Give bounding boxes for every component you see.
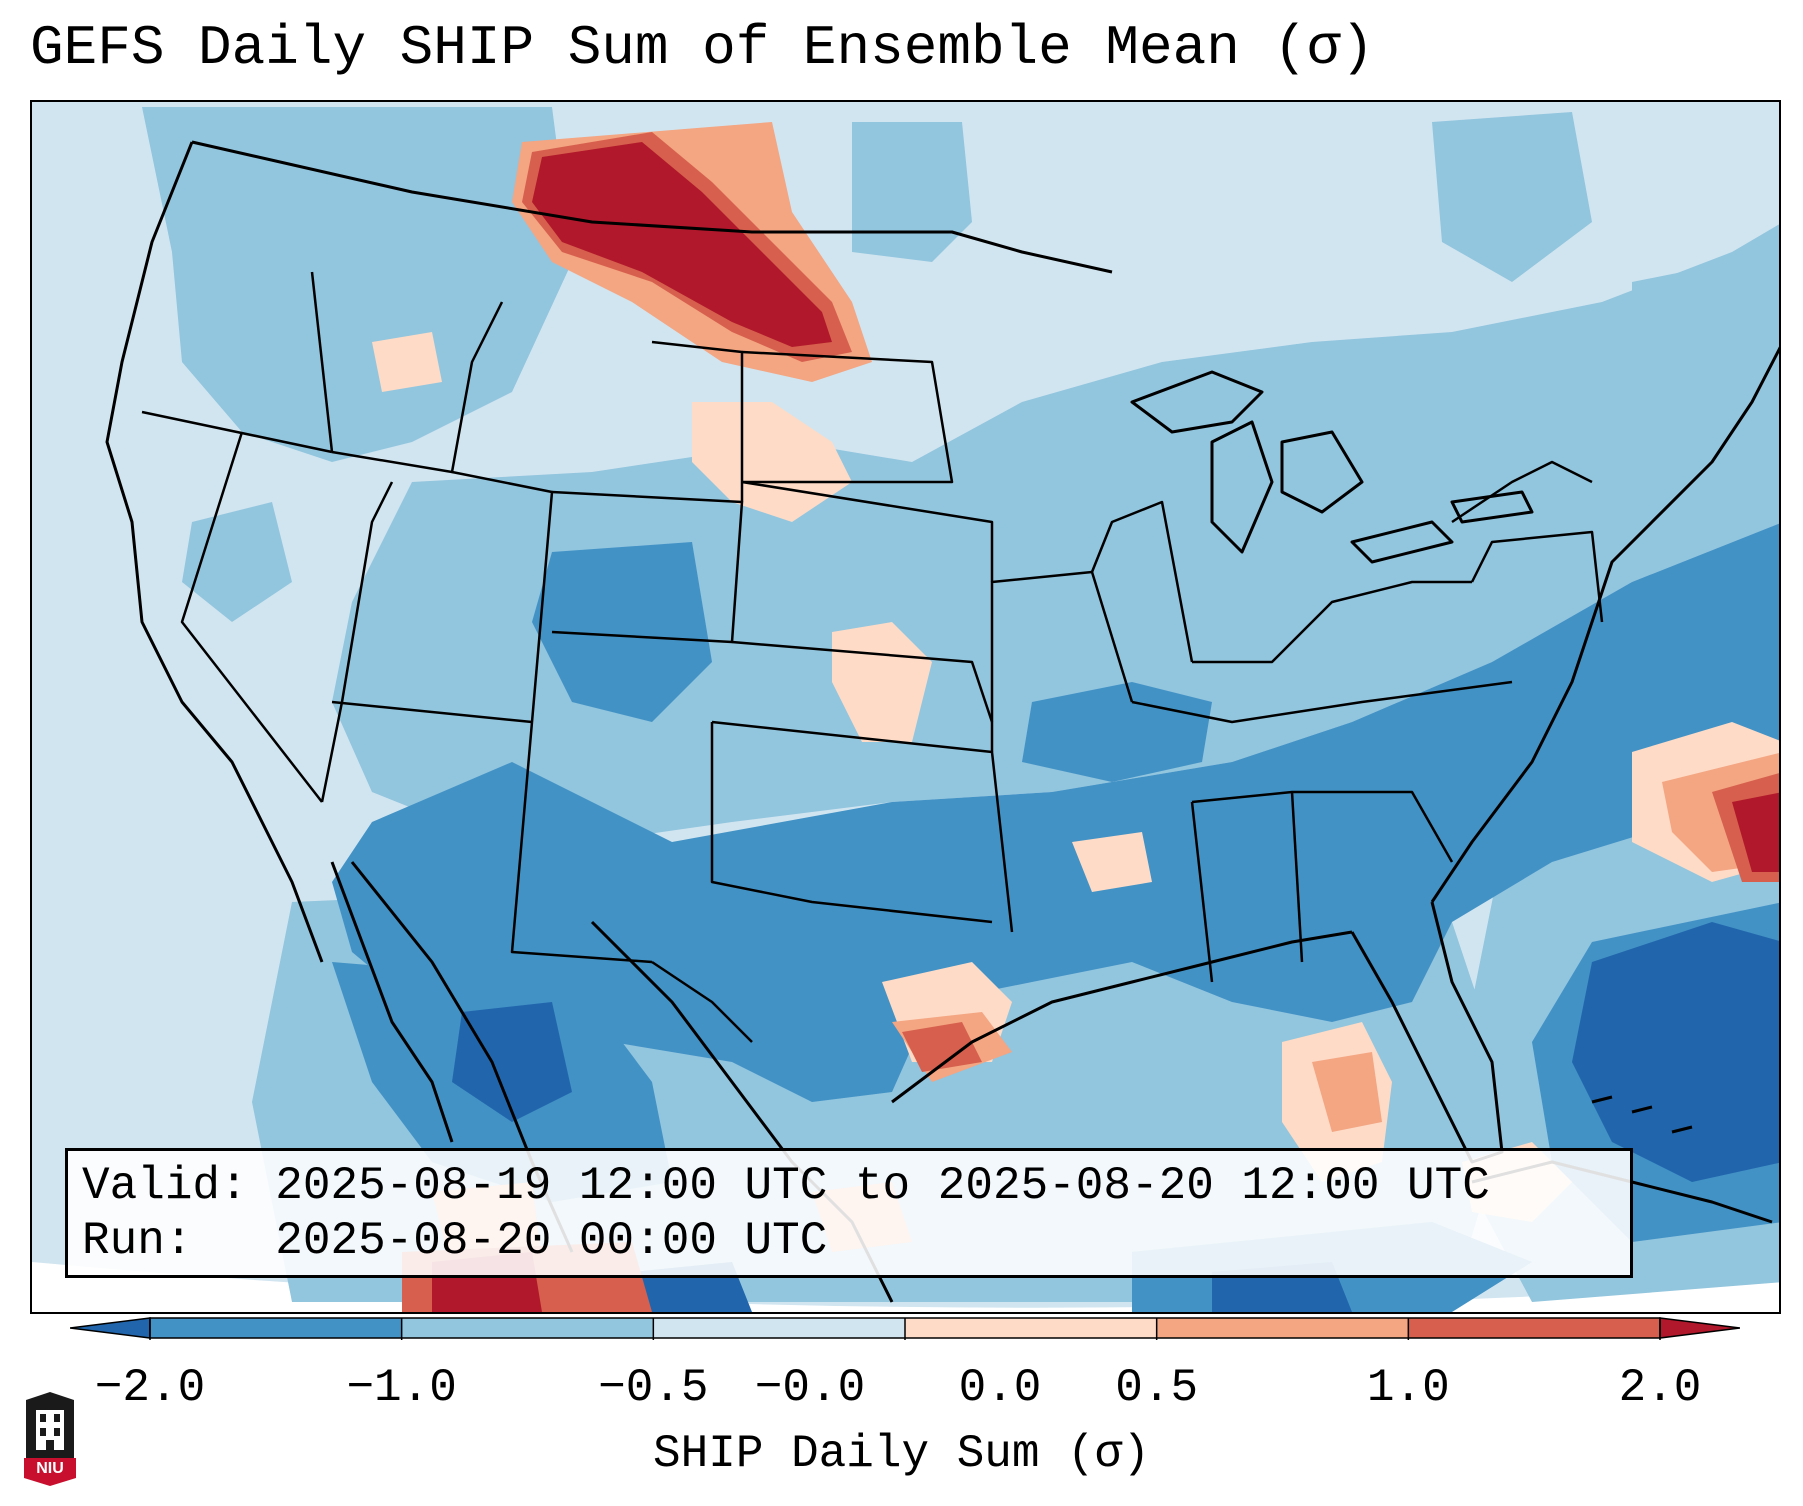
colorbar-over-arrow — [1659, 1317, 1740, 1339]
colorbar-tick-label: 0.0 — [958, 1362, 1042, 1414]
colorbar-segment — [653, 1318, 905, 1338]
colorbar-segments — [150, 1318, 1660, 1338]
colorbar-segment — [905, 1318, 1157, 1338]
valid-label: Valid: — [82, 1160, 248, 1212]
colorbar-segment — [401, 1318, 654, 1338]
colorbar-label: SHIP Daily Sum (σ) — [653, 1428, 1150, 1480]
map-title: GEFS Daily SHIP Sum of Ensemble Mean (σ) — [30, 16, 1375, 80]
validity-info-box: Valid: 2025-08-19 12:00 UTC to 2025-08-2… — [65, 1148, 1633, 1278]
run-value: 2025-08-20 00:00 UTC — [275, 1215, 828, 1267]
valid-value: 2025-08-19 12:00 UTC to 2025-08-20 12:00… — [275, 1160, 1490, 1212]
colorbar-tick-label: −1.0 — [346, 1362, 457, 1414]
colorbar-under-arrow — [70, 1317, 151, 1339]
colorbar-segment — [150, 1318, 402, 1338]
colorbar-tick-label: −0.5 — [598, 1362, 709, 1414]
map-canvas — [32, 102, 1779, 1312]
niu-logo: NIU — [20, 1390, 80, 1486]
colorbar-segment — [1408, 1318, 1660, 1338]
logo-text: NIU — [36, 1460, 64, 1477]
colorbar-segment — [1156, 1318, 1409, 1338]
state-boundaries — [141, 271, 1604, 1043]
colorbar — [70, 1317, 1740, 1340]
field-low-strong — [452, 922, 1779, 1312]
map-frame — [30, 100, 1781, 1314]
colorbar-tick-label: 0.5 — [1115, 1362, 1199, 1414]
colorbar-tick-label: −2.0 — [94, 1362, 206, 1414]
colorbar-tick-label: 1.0 — [1366, 1362, 1450, 1414]
run-label: Run: — [82, 1215, 193, 1267]
colorbar-tick-label: 2.0 — [1618, 1362, 1702, 1414]
colorbar-tick-label: −0.0 — [754, 1362, 866, 1414]
university-seal-icon — [24, 1392, 76, 1486]
